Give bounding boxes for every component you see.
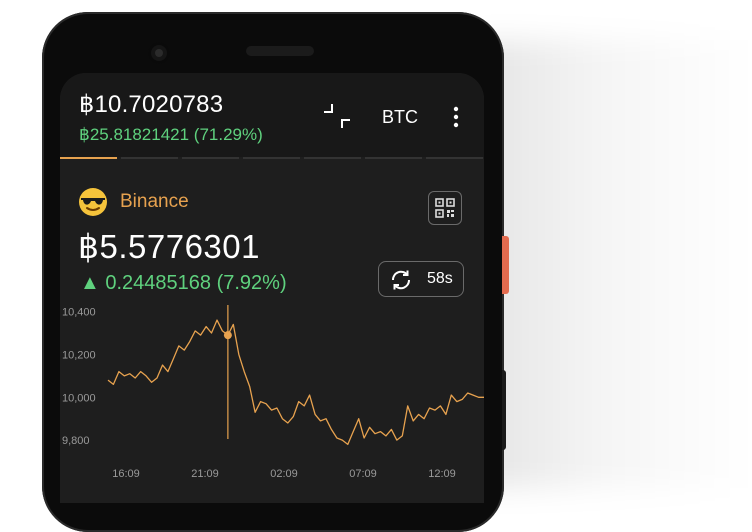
exchange-name: Binance xyxy=(120,191,189,212)
pager-tab-1[interactable] xyxy=(60,157,117,159)
wallet-total-change: ฿25.81821421 (71.29%) xyxy=(79,125,263,144)
y-tick-label: 10,200 xyxy=(62,349,96,361)
phone-shadow xyxy=(480,40,752,488)
currency-selector[interactable]: BTC xyxy=(382,107,418,127)
account-balance: ฿5.5776301 xyxy=(78,228,260,265)
x-tick-label: 07:09 xyxy=(349,468,377,480)
front-camera xyxy=(148,42,170,64)
expand-icon[interactable] xyxy=(322,102,352,130)
crosshair-point xyxy=(223,331,232,340)
pager-tab-4[interactable] xyxy=(243,157,300,159)
pager-tab-3[interactable] xyxy=(182,157,239,159)
pager-tab-7[interactable] xyxy=(426,157,483,159)
y-tick-label: 9,800 xyxy=(62,435,90,447)
y-tick-label: 10,000 xyxy=(62,392,96,404)
app-screen: ฿10.7020783 ฿25.81821421 (71.29%) BTC Bi… xyxy=(60,73,484,503)
price-line xyxy=(107,319,484,446)
y-tick-label: 10,400 xyxy=(62,307,96,319)
qr-code-button[interactable] xyxy=(428,191,462,225)
x-tick-label: 21:09 xyxy=(191,468,219,480)
wallet-header: ฿10.7020783 ฿25.81821421 (71.29%) BTC xyxy=(60,73,484,157)
x-tick-label: 02:09 xyxy=(270,468,298,480)
sunglasses-emoji-icon xyxy=(79,188,107,216)
account-pager xyxy=(60,157,484,159)
x-tick-label: 16:09 xyxy=(112,468,140,480)
earpiece-speaker xyxy=(246,46,314,56)
account-change: ▲ 0.24485168 (7.92%) xyxy=(80,272,287,294)
volume-button xyxy=(502,370,506,450)
qr-code-icon xyxy=(435,198,455,218)
pager-tab-2[interactable] xyxy=(121,157,178,159)
power-button xyxy=(502,236,509,294)
price-chart[interactable]: 10,400 10,200 10,000 9,800 16:09 21:09 02:09 07… xyxy=(60,303,484,483)
wallet-total: ฿10.7020783 xyxy=(79,91,224,118)
pager-tab-6[interactable] xyxy=(365,157,422,159)
pager-tab-5[interactable] xyxy=(304,157,361,159)
x-tick-label: 12:09 xyxy=(428,468,456,480)
more-vert-icon[interactable] xyxy=(452,106,460,128)
refresh-countdown: 58s xyxy=(427,270,453,287)
refresh-button[interactable]: 58s xyxy=(378,261,464,297)
refresh-icon xyxy=(391,270,411,290)
